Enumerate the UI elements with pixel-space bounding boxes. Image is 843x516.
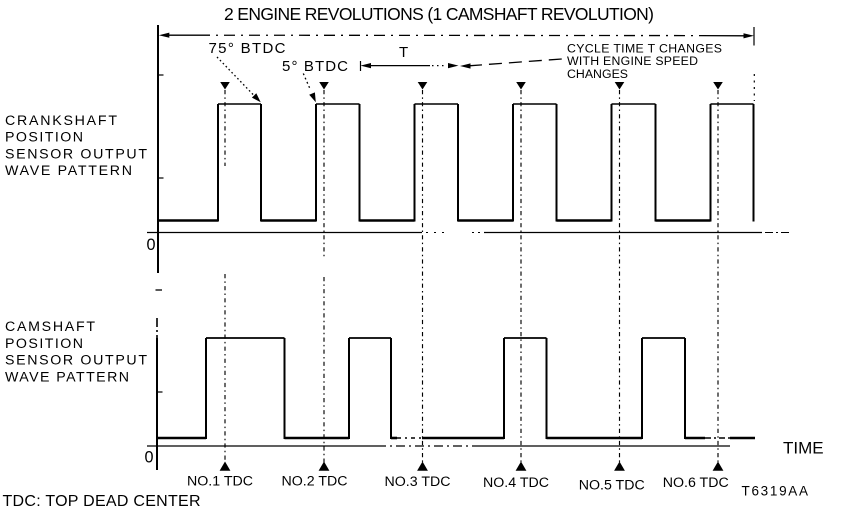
svg-text:2 ENGINE REVOLUTIONS (1 CAMSHA: 2 ENGINE REVOLUTIONS (1 CAMSHAFT REVOLUT… bbox=[224, 4, 654, 24]
svg-text:POSITION: POSITION bbox=[5, 336, 83, 352]
svg-text:SENSOR OUTPUT: SENSOR OUTPUT bbox=[5, 353, 147, 369]
svg-text:5° BTDC: 5° BTDC bbox=[282, 58, 348, 75]
svg-text:POSITION: POSITION bbox=[5, 130, 83, 146]
svg-text:CHANGES: CHANGES bbox=[567, 67, 628, 81]
svg-text:TIME: TIME bbox=[783, 439, 824, 458]
svg-text:T6319AA: T6319AA bbox=[742, 483, 810, 498]
svg-text:SENSOR OUTPUT: SENSOR OUTPUT bbox=[5, 147, 147, 163]
svg-text:T: T bbox=[399, 44, 408, 61]
svg-text:NO.6 TDC: NO.6 TDC bbox=[663, 475, 729, 491]
svg-text:NO.3 TDC: NO.3 TDC bbox=[385, 474, 451, 490]
svg-text:NO.1 TDC: NO.1 TDC bbox=[187, 474, 253, 490]
svg-text:TDC: TOP DEAD CENTER: TDC: TOP DEAD CENTER bbox=[3, 493, 201, 510]
svg-text:75° BTDC: 75° BTDC bbox=[209, 40, 286, 57]
svg-text:WITH ENGINE SPEED: WITH ENGINE SPEED bbox=[567, 54, 698, 68]
svg-text:CRANKSHAFT: CRANKSHAFT bbox=[5, 113, 117, 129]
svg-text:CYCLE TIME T CHANGES: CYCLE TIME T CHANGES bbox=[567, 41, 722, 55]
svg-text:NO.2 TDC: NO.2 TDC bbox=[282, 474, 348, 490]
svg-text:0: 0 bbox=[145, 449, 154, 467]
svg-text:WAVE PATTERN: WAVE PATTERN bbox=[5, 163, 132, 179]
svg-text:NO.5 TDC: NO.5 TDC bbox=[579, 478, 645, 494]
svg-text:CAMSHAFT: CAMSHAFT bbox=[5, 319, 95, 335]
svg-text:WAVE PATTERN: WAVE PATTERN bbox=[5, 370, 129, 386]
svg-text:NO.4 TDC: NO.4 TDC bbox=[483, 475, 549, 491]
svg-text:0: 0 bbox=[147, 236, 156, 254]
